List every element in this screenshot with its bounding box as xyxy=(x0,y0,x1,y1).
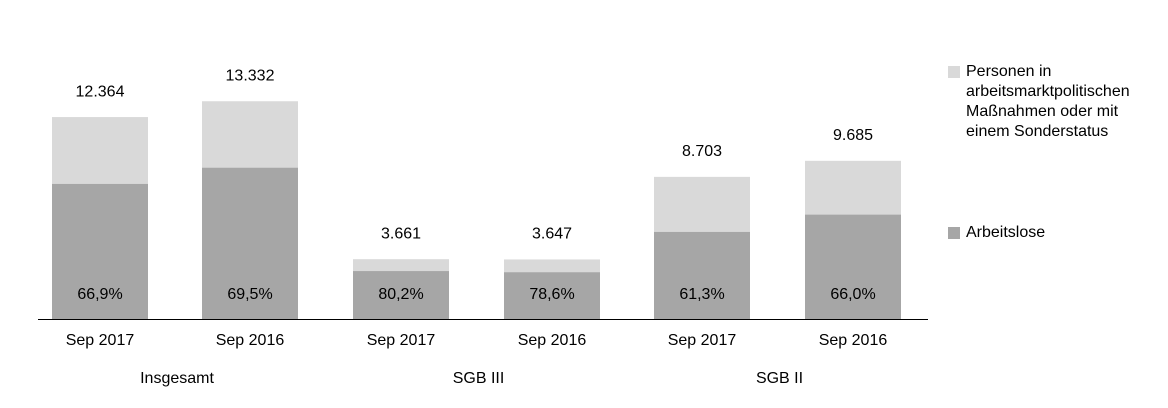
bar-segment xyxy=(353,271,449,319)
bar-segment xyxy=(353,259,449,272)
legend-swatch xyxy=(948,227,960,239)
bar-segment xyxy=(52,183,148,319)
bar-segment xyxy=(805,160,901,215)
x-tick-label: Sep 2016 xyxy=(819,332,888,349)
bar-segment xyxy=(202,167,298,319)
x-tick-label: Sep 2017 xyxy=(367,332,436,349)
bar-segment xyxy=(654,176,750,232)
value-label: 61,3% xyxy=(679,286,724,303)
x-tick-label: Sep 2017 xyxy=(66,332,135,349)
legend-label: Arbeitslose xyxy=(966,224,1046,241)
group-label: Insgesamt xyxy=(140,370,214,387)
x-tick-label: Sep 2017 xyxy=(668,332,737,349)
x-tick-label: Sep 2016 xyxy=(518,332,587,349)
value-label: 78,6% xyxy=(529,286,574,303)
bar-segment xyxy=(504,272,600,319)
total-label: 8.703 xyxy=(682,143,722,160)
total-label: 3.661 xyxy=(381,225,421,242)
group-label: SGB III xyxy=(453,370,505,387)
value-label: 66,0% xyxy=(830,286,875,303)
total-label: 13.332 xyxy=(226,67,275,84)
legend-swatch xyxy=(948,66,960,78)
value-label: 66,9% xyxy=(77,286,122,303)
total-label: 12.364 xyxy=(76,83,125,100)
bar-segment xyxy=(202,101,298,168)
group-label: SGB II xyxy=(756,370,803,387)
legend-label: Personen in arbeitsmarktpolitischen Maßn… xyxy=(966,63,1130,140)
value-label: 69,5% xyxy=(227,286,272,303)
total-label: 9.685 xyxy=(833,127,873,144)
bar-segment xyxy=(52,117,148,184)
bar-segment xyxy=(805,214,901,319)
total-label: 3.647 xyxy=(532,226,572,243)
x-tick-label: Sep 2016 xyxy=(216,332,285,349)
bar-segment xyxy=(654,231,750,319)
value-label: 80,2% xyxy=(378,286,423,303)
bar-segment xyxy=(504,259,600,273)
